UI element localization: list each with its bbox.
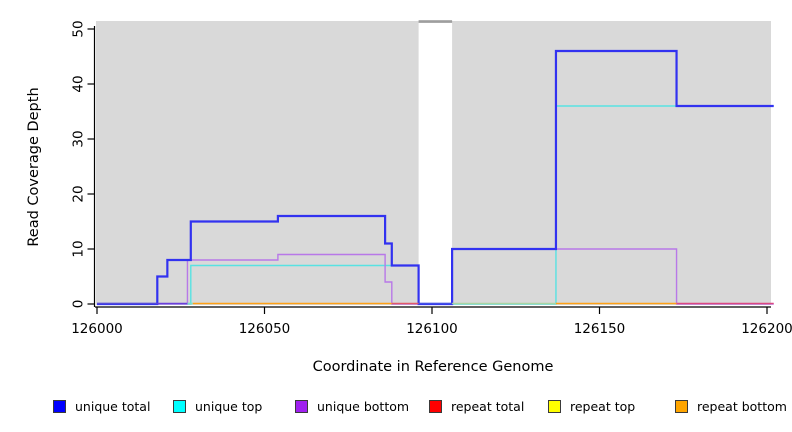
legend-item-unique-top: unique top <box>173 398 262 414</box>
legend-item-unique-bottom: unique bottom <box>295 398 409 414</box>
legend-label: unique total <box>75 398 151 414</box>
x-axis-tick-label: 126150 <box>574 321 626 337</box>
legend-item-repeat-bottom: repeat bottom <box>675 398 787 414</box>
legend-swatch-repeat-bottom <box>675 399 688 413</box>
x-axis-title: Coordinate in Reference Genome <box>312 359 554 375</box>
legend-label: unique bottom <box>317 398 410 414</box>
gap-top-strip <box>418 20 453 23</box>
series-line-unique-bottom <box>97 248 774 305</box>
legend-label: unique top <box>195 398 263 414</box>
y-axis-tick-label: 10 <box>71 240 87 257</box>
x-axis-tick-label: 126200 <box>741 321 792 337</box>
legend-label: repeat total <box>451 398 525 414</box>
legend: unique total unique top unique bottom re… <box>0 398 792 418</box>
y-axis-tick-label: 0 <box>71 300 87 309</box>
x-axis-tick-label: 126000 <box>71 321 123 337</box>
x-axis-tick-label: 126050 <box>239 321 291 337</box>
legend-swatch-unique-top <box>173 399 186 413</box>
y-axis-tick-label: 30 <box>71 130 87 147</box>
legend-swatch-unique-bottom <box>295 399 308 413</box>
y-axis-tick-label: 40 <box>71 75 87 92</box>
y-axis-tick-label: 20 <box>71 185 87 202</box>
legend-swatch-unique-total <box>53 399 66 413</box>
legend-item-unique-total: unique total <box>53 398 150 414</box>
legend-label: repeat top <box>570 398 636 414</box>
x-axis-tick-label: 126100 <box>406 321 458 337</box>
legend-item-repeat-total: repeat total <box>429 398 524 414</box>
legend-swatch-repeat-total <box>429 399 442 413</box>
series-line-unique-total <box>97 49 774 306</box>
legend-label: repeat bottom <box>697 398 787 414</box>
y-axis-title: Read Coverage Depth <box>26 87 42 247</box>
no-data-gap-band <box>418 23 453 305</box>
legend-item-repeat-top: repeat top <box>548 398 635 414</box>
legend-swatch-repeat-top <box>548 399 561 413</box>
y-axis-tick-label: 50 <box>71 20 87 37</box>
